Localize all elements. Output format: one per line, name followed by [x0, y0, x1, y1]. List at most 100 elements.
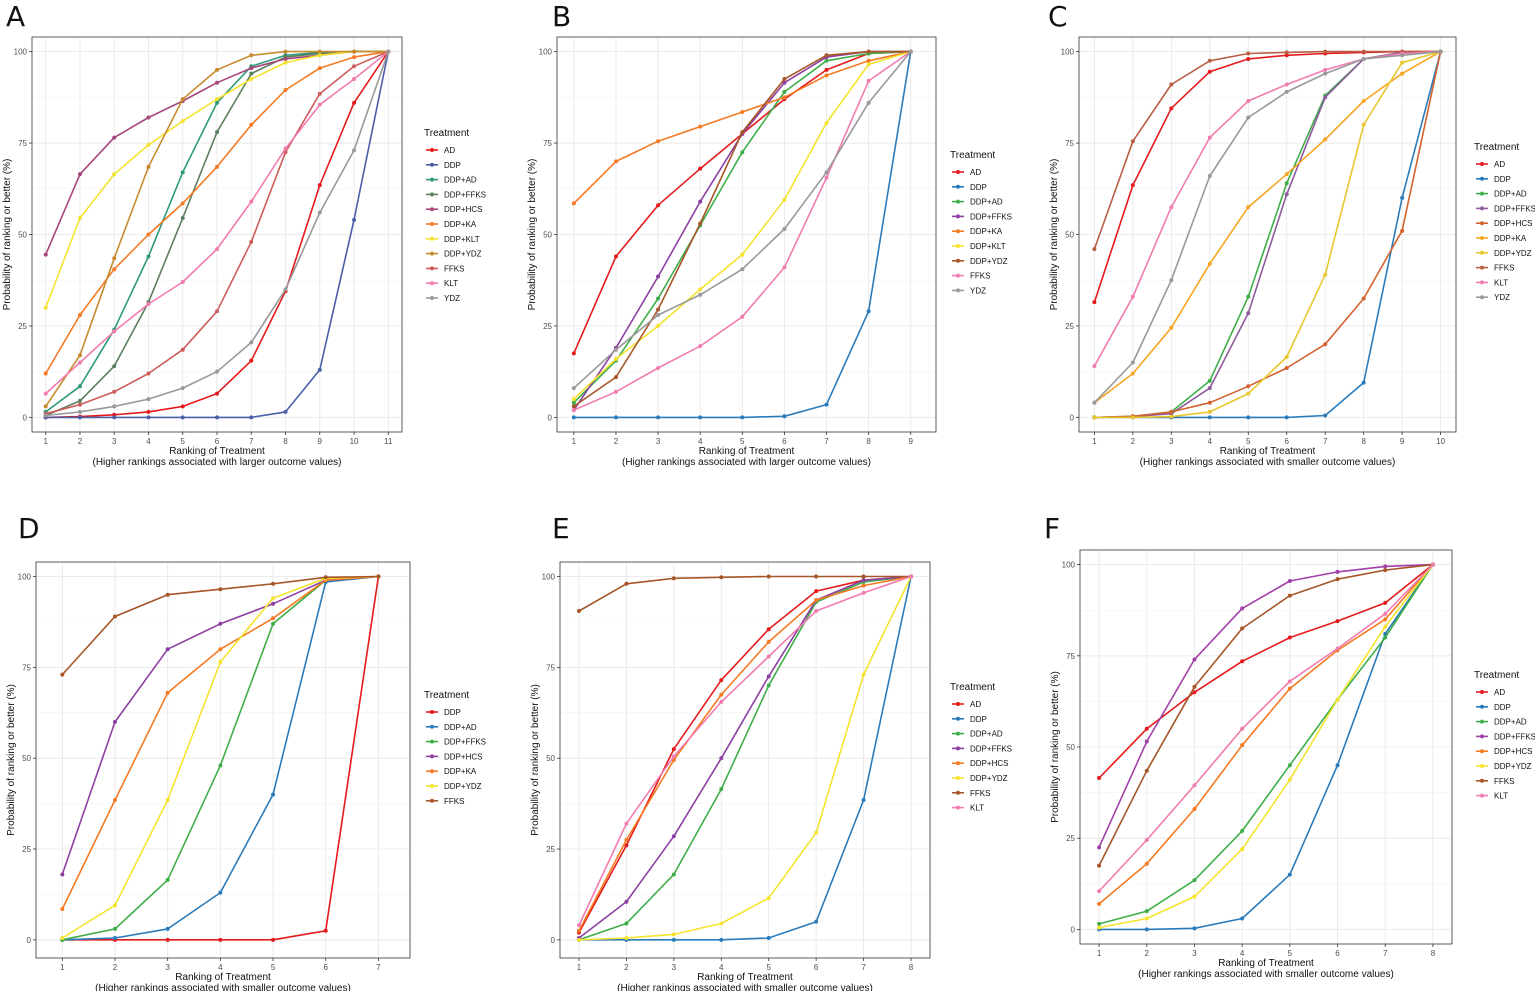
data-point [180, 404, 185, 409]
data-point [146, 254, 151, 259]
data-point [165, 926, 170, 931]
data-point [571, 404, 576, 409]
legend-title: Treatment [1474, 142, 1519, 153]
legend-label: KLT [1494, 278, 1508, 287]
data-point [671, 576, 676, 581]
data-point [824, 120, 829, 125]
data-point [113, 719, 118, 724]
data-point [782, 227, 787, 232]
data-point [317, 91, 322, 96]
data-point [1240, 916, 1245, 921]
legend-label: DDP [970, 183, 987, 192]
series-ddp-ydz [43, 49, 391, 409]
data-point [271, 581, 276, 586]
legend-label: DDP+HCS [970, 759, 1008, 768]
x-tick-label: 2 [1145, 949, 1150, 958]
data-point [283, 409, 288, 414]
data-point [146, 164, 151, 169]
x-tick-label: 5 [766, 963, 771, 972]
data-point [113, 797, 118, 802]
data-point [112, 404, 117, 409]
data-point [112, 172, 117, 177]
data-point [671, 747, 676, 752]
data-point [1361, 380, 1366, 385]
data-point [740, 150, 745, 155]
legend-key-point [430, 281, 434, 286]
panel-letter: D [18, 512, 40, 545]
x-tick-label: 3 [656, 437, 661, 446]
data-point [1192, 807, 1197, 812]
legend-key-point [1480, 793, 1484, 798]
data-point [146, 115, 151, 120]
data-point [113, 903, 118, 908]
series-line [1098, 563, 1434, 779]
plot-area [560, 562, 930, 958]
data-point [113, 926, 118, 931]
legend-label: DDP+HCS [1494, 747, 1532, 756]
y-tick-label: 75 [22, 663, 31, 672]
x-tick-label: 7 [249, 437, 254, 446]
data-point [1323, 342, 1328, 347]
data-point [215, 391, 219, 396]
y-tick-label: 50 [18, 231, 27, 240]
data-point [571, 400, 576, 405]
data-point [215, 369, 219, 374]
data-point [571, 415, 576, 420]
series-ddp-ka [43, 49, 391, 376]
data-point [249, 53, 254, 58]
x-tick-label: 6 [215, 437, 220, 446]
data-point [656, 415, 661, 420]
data-point [283, 146, 288, 151]
data-point [1246, 115, 1251, 120]
data-point [77, 216, 82, 221]
x-tick-label: 4 [1240, 949, 1245, 958]
data-point [1323, 413, 1328, 418]
data-point [613, 347, 618, 352]
data-point [1207, 173, 1212, 178]
legend-label: FFKS [970, 272, 990, 281]
series-ydz [1092, 49, 1443, 405]
data-point [77, 402, 82, 407]
y-axis-title: Probability of ranking or better (%) [1049, 159, 1060, 311]
legend-key-point [956, 761, 960, 766]
series-line [578, 575, 912, 939]
legend-key-point [1480, 764, 1484, 768]
x-axis-title: Ranking of Treatment [697, 972, 793, 983]
legend-label: DDP+KLT [444, 235, 480, 244]
legend-key-point [1480, 719, 1484, 724]
legend-key-point [430, 162, 434, 167]
data-point [698, 199, 703, 204]
data-point [146, 142, 151, 147]
panel-b: B 0 25 50 75 100 1 2 3 4 5 6 7 8 9 Ranking of Treatment… [527, 0, 1012, 468]
legend-key-point [1480, 176, 1484, 181]
data-point [283, 88, 288, 93]
data-point [1240, 828, 1245, 833]
x-tick-label: 4 [719, 963, 724, 972]
legend-label: FFKS [1494, 777, 1514, 786]
legend-label: DDP [444, 161, 461, 170]
y-tick-label: 100 [1062, 561, 1076, 570]
legend-label: YDZ [970, 286, 986, 295]
data-point [146, 301, 151, 306]
data-point [824, 175, 829, 180]
data-point [215, 247, 219, 252]
legend-label: DDP [970, 715, 987, 724]
data-point [1246, 391, 1251, 396]
gridlines [32, 37, 402, 432]
series-line [579, 576, 912, 941]
data-point [613, 375, 618, 380]
y-tick-label: 0 [548, 413, 553, 422]
legend-key-point [430, 739, 434, 744]
x-tick-label: 7 [376, 963, 381, 972]
y-axis-title: Probability of ranking or better (%) [6, 684, 17, 836]
data-point [624, 837, 629, 842]
data-point [323, 928, 328, 933]
data-point [866, 309, 871, 314]
data-point [77, 360, 82, 365]
data-point [180, 216, 185, 221]
x-tick-label: 3 [112, 437, 117, 446]
data-point [1284, 415, 1289, 420]
y-tick-label: 50 [543, 231, 552, 240]
data-point [1287, 686, 1292, 691]
data-point [1383, 568, 1388, 573]
